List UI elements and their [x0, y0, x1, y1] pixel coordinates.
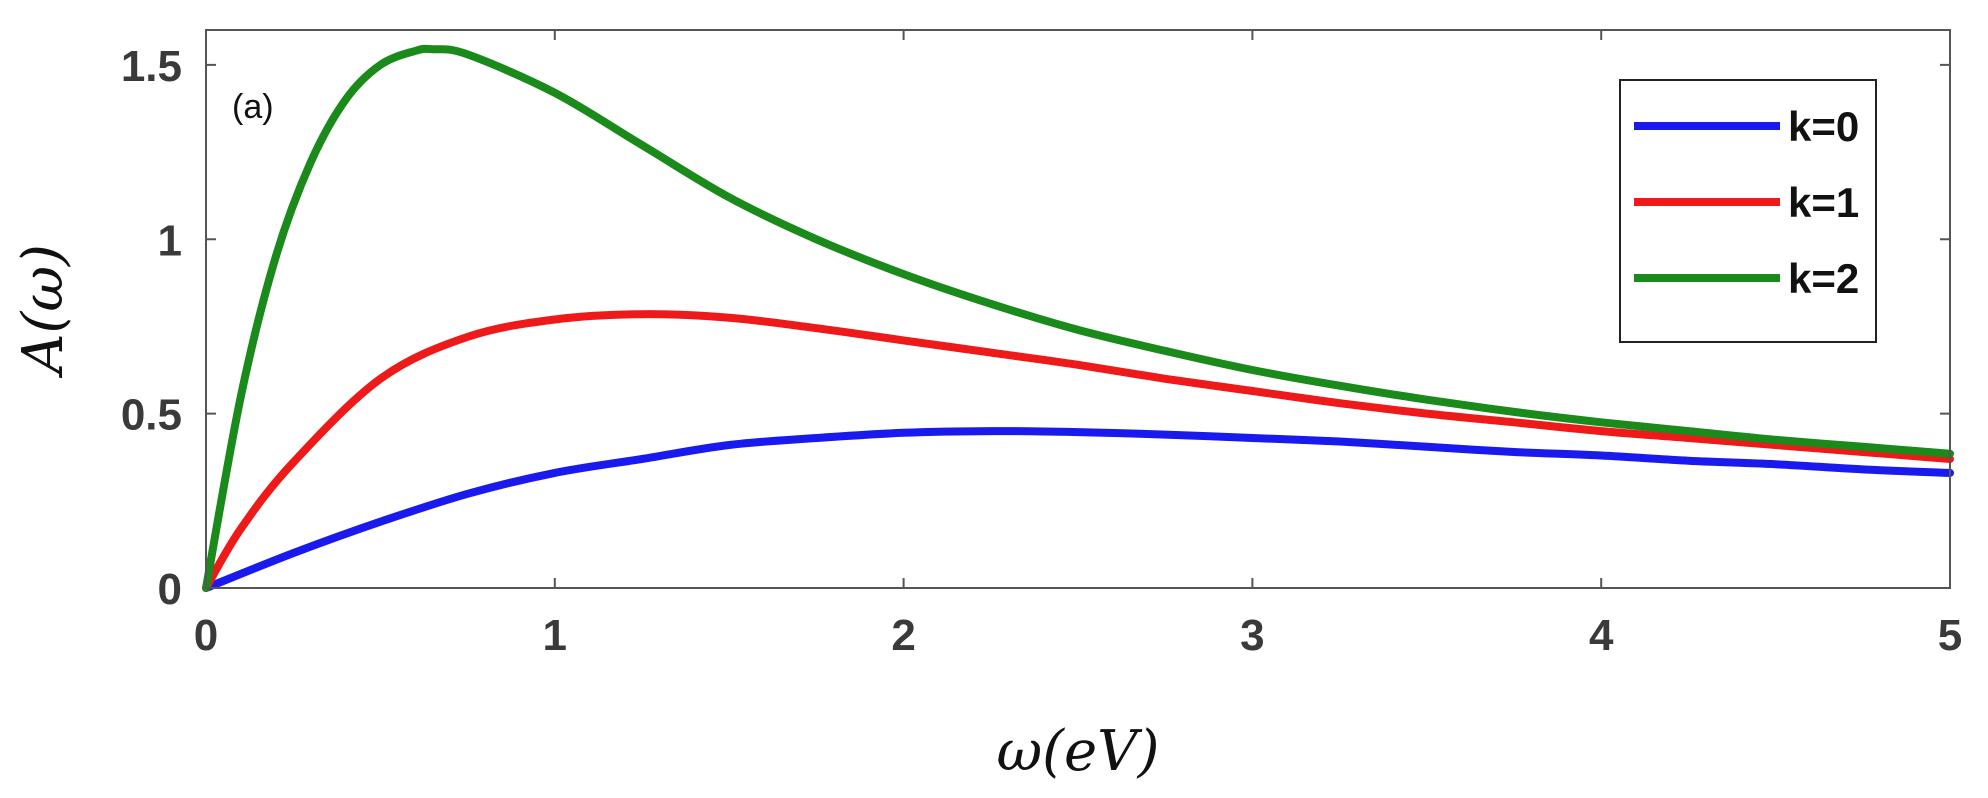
x-tick-label: 2 [891, 611, 915, 660]
tick-label-layer: 0 1 2 3 4 5 0 0.5 1 1.5 [121, 42, 1962, 660]
series-line-k2 [202, 44, 1954, 592]
x-tick-label: 5 [1938, 611, 1962, 660]
x-tick-label: 3 [1240, 611, 1264, 660]
panel-label: (a) [232, 88, 274, 126]
x-tick-label: 4 [1589, 611, 1614, 660]
y-axis-title: A(ω) [11, 244, 76, 379]
series-layer [202, 44, 1954, 592]
y-tick-label: 1.5 [121, 42, 182, 91]
y-tick-label: 0.5 [121, 391, 182, 440]
y-tick-label: 0 [158, 565, 182, 614]
x-axis-title: ω(eV) [997, 719, 1160, 784]
legend-label-k2: k=2 [1788, 255, 1859, 302]
legend: k=0 k=1 k=2 [1619, 79, 1877, 343]
series-line-k1 [202, 310, 1954, 592]
legend-items: k=0 k=1 k=2 [1634, 103, 1859, 302]
x-tick-label: 0 [194, 611, 218, 660]
series-line-k0 [202, 427, 1954, 592]
legend-label-k1: k=1 [1788, 179, 1859, 226]
plot-frame [205, 29, 1951, 589]
x-tick-label: 1 [543, 611, 567, 660]
tick-layer [205, 30, 1951, 589]
y-tick-label: 1 [158, 216, 182, 265]
legend-label-k0: k=0 [1788, 103, 1859, 150]
